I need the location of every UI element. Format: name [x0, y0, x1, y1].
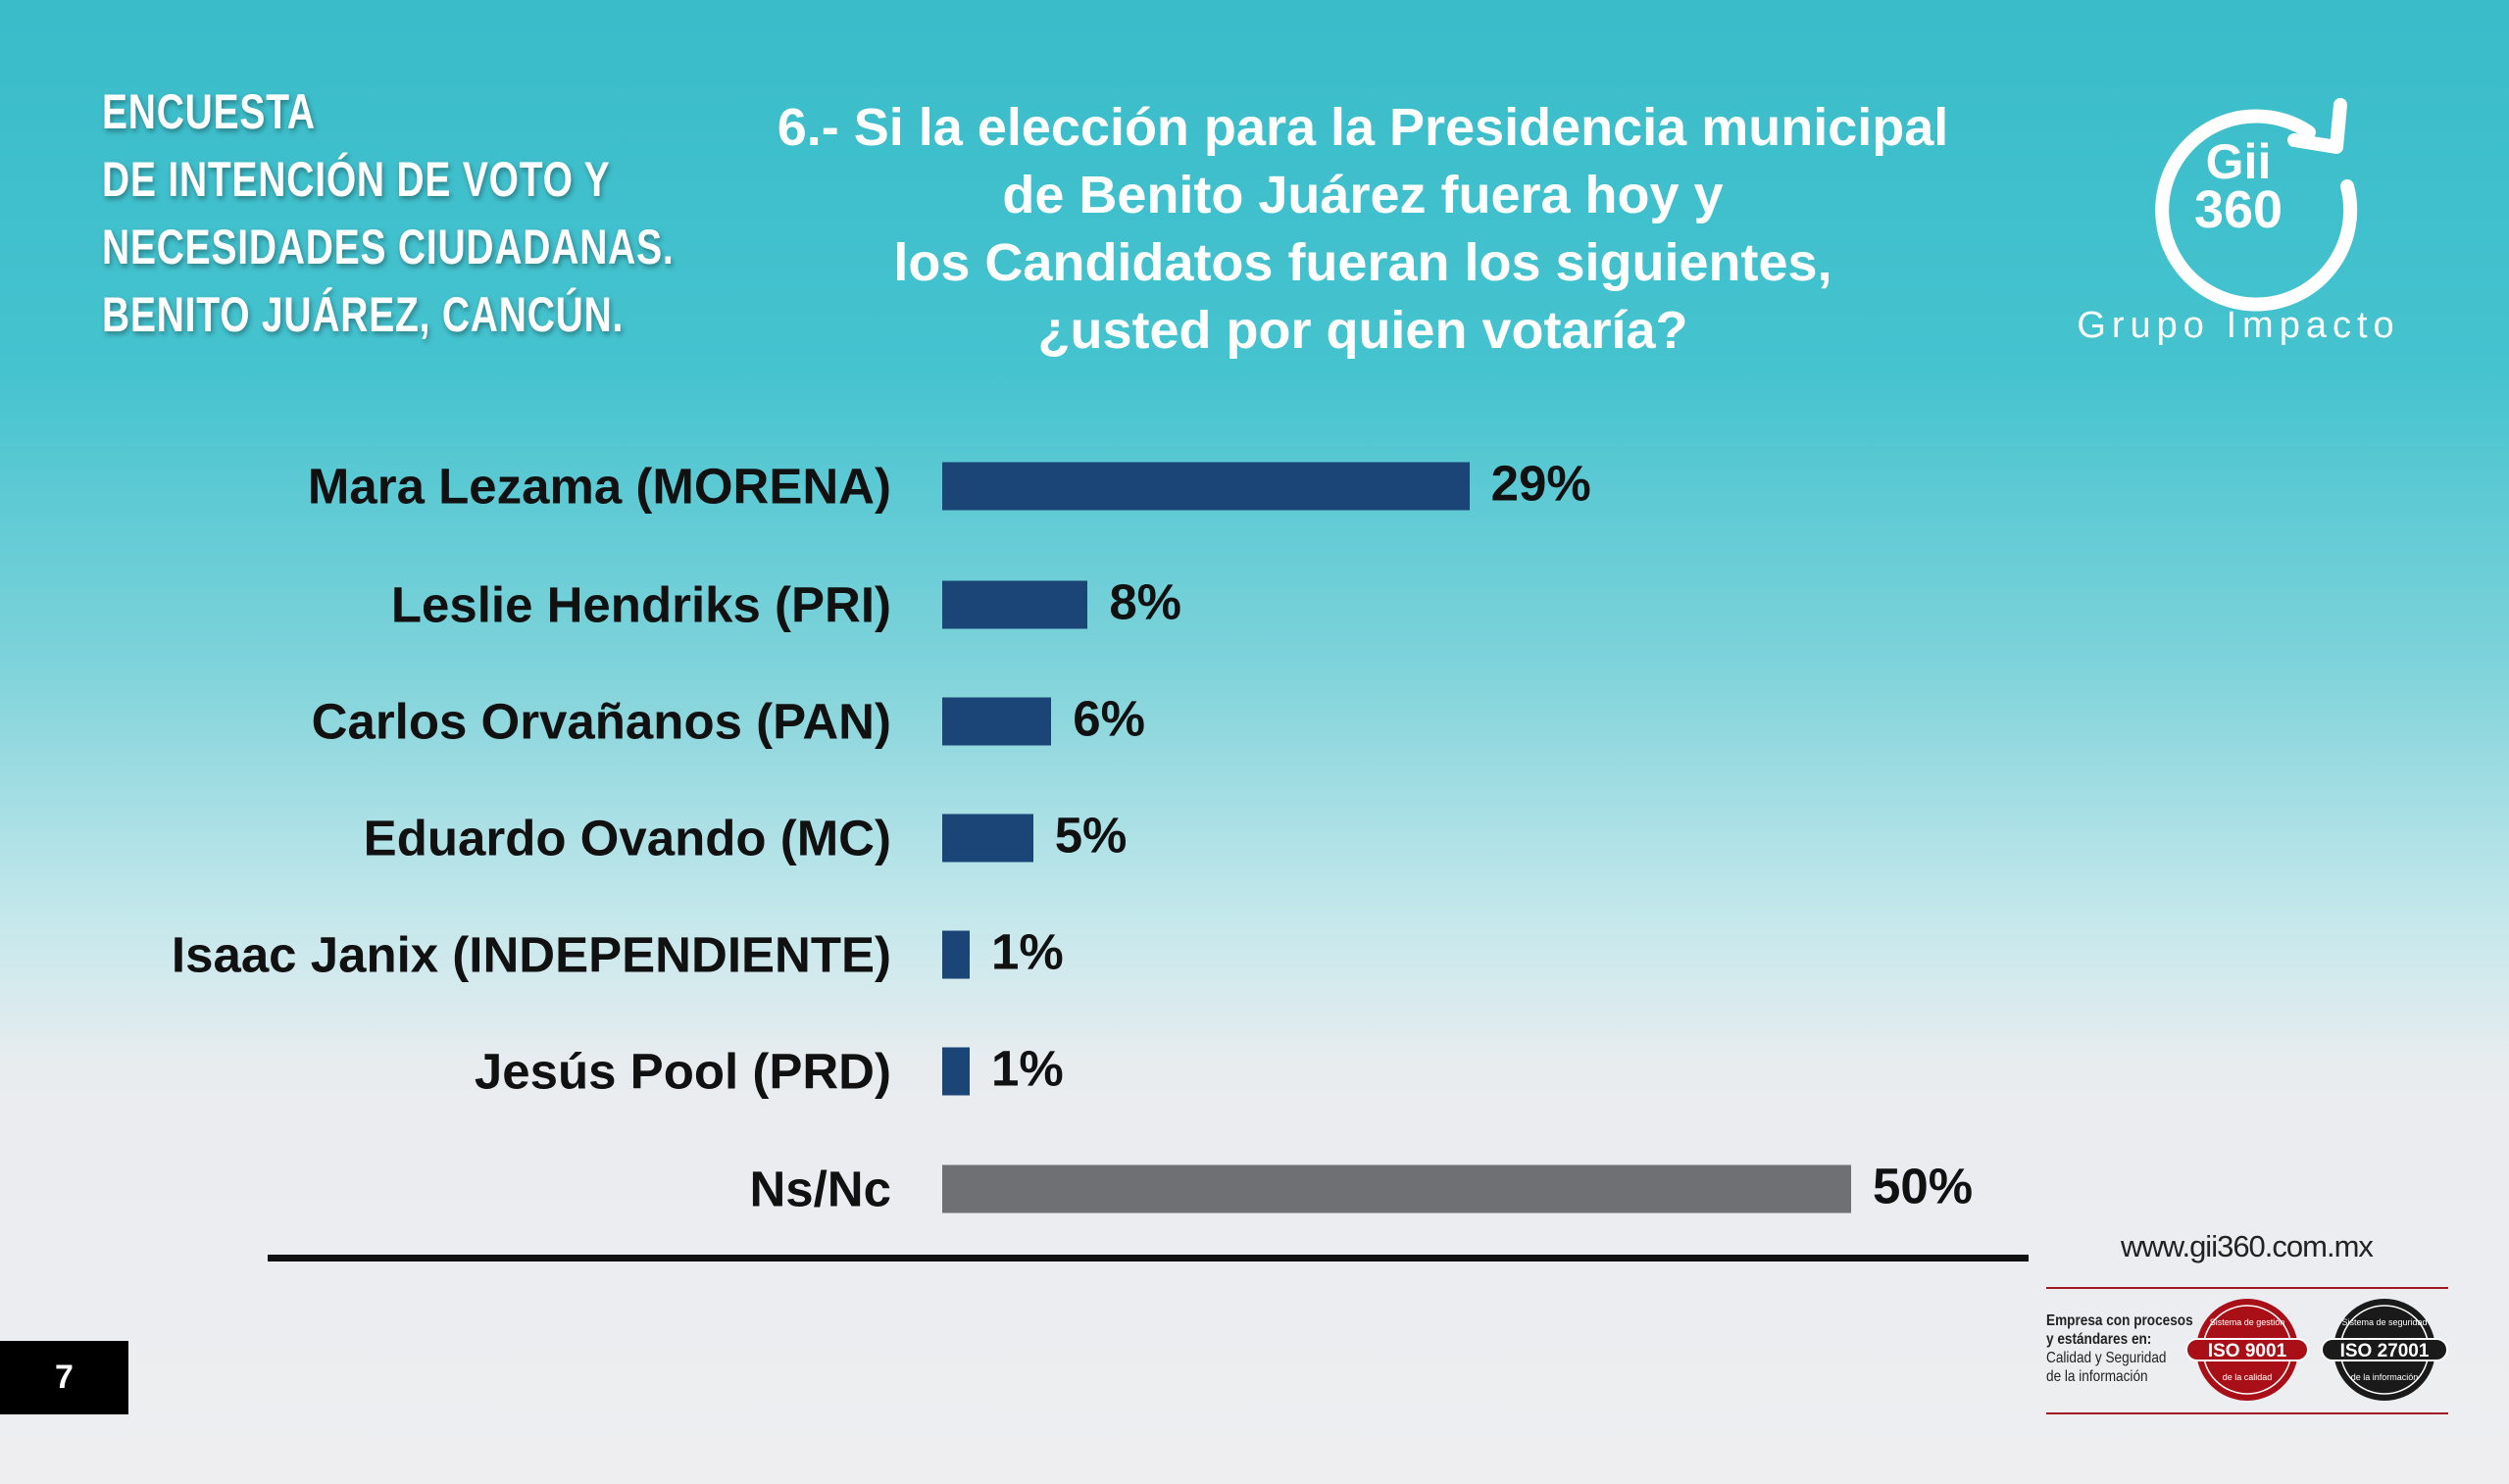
x-axis-line	[268, 1255, 2029, 1261]
header-line: BENITO JUÁREZ, CANCÚN.	[102, 287, 625, 342]
iso-9001-badge: ISO 9001 Sistema de gestión de la calida…	[2185, 1299, 2309, 1401]
value-label: 50%	[1873, 1158, 1974, 1214]
cert-line: Empresa con procesos	[2046, 1312, 2193, 1329]
bar	[942, 1164, 1851, 1213]
iso-label: ISO 9001	[2208, 1341, 2287, 1361]
title-line: ¿usted por quien votaría?	[1037, 301, 1688, 360]
iso-top: Sistema de seguridad	[2341, 1317, 2427, 1327]
bar	[942, 1047, 970, 1096]
iso-top: Sistema de gestión	[2210, 1317, 2285, 1327]
category-label: Ns/Nc	[749, 1161, 891, 1217]
bar	[942, 814, 1033, 863]
value-label: 1%	[991, 923, 1064, 980]
iso-bottom: de la información	[2351, 1372, 2419, 1382]
value-label: 8%	[1109, 573, 1182, 630]
divider	[2046, 1412, 2448, 1414]
bar	[942, 580, 1088, 629]
iso-label: ISO 27001	[2340, 1341, 2430, 1361]
logo-tagline: Grupo Impacto	[2077, 305, 2399, 346]
category-label: Carlos Orvañanos (PAN)	[311, 693, 891, 750]
bar	[942, 697, 1052, 746]
chart-title: 6.- Si la elección para la Presidencia m…	[686, 94, 2039, 365]
title-line: 6.- Si la elección para la Presidencia m…	[777, 98, 1949, 157]
header-line: NECESIDADES CIUDADANAS.	[102, 220, 675, 274]
value-label: 6%	[1073, 690, 1145, 747]
category-label: Eduardo Ovando (MC)	[363, 810, 891, 866]
category-label: Mara Lezama (MORENA)	[307, 458, 891, 515]
cert-line: de la información	[2046, 1368, 2148, 1385]
survey-header: ENCUESTA DE INTENCIÓN DE VOTO Y NECESIDA…	[102, 78, 675, 349]
category-label: Leslie Hendriks (PRI)	[390, 576, 891, 633]
header-line: ENCUESTA	[102, 84, 316, 139]
iso-bottom: de la calidad	[2223, 1372, 2273, 1382]
iso-27001-badge: ISO 27001 Sistema de seguridad de la inf…	[2321, 1299, 2448, 1401]
title-line: de Benito Juárez fuera hoy y	[1002, 166, 1724, 224]
page-number: 7	[0, 1341, 128, 1414]
bar	[942, 930, 970, 979]
divider	[2046, 1287, 2448, 1289]
cert-line: y estándares en:	[2046, 1331, 2152, 1348]
cert-line: Calidad y Seguridad	[2046, 1350, 2167, 1366]
value-label: 5%	[1054, 807, 1128, 864]
value-label: 29%	[1490, 455, 1591, 512]
value-label: 1%	[991, 1040, 1064, 1097]
refresh-arrow-icon	[2155, 109, 2358, 312]
bar	[942, 462, 1470, 511]
website-url[interactable]: www.gii360.com.mx	[2121, 1229, 2374, 1263]
gii360-logo: Gii 360 Grupo Impacto	[2077, 98, 2399, 346]
logo-360: 360	[2194, 180, 2283, 239]
header-line: DE INTENCIÓN DE VOTO Y	[102, 152, 611, 207]
category-label: Jesús Pool (PRD)	[474, 1043, 891, 1100]
logo-gii: Gii	[2206, 134, 2272, 189]
certification-text: Empresa con procesos y estándares en: Ca…	[2046, 1311, 2193, 1386]
title-line: los Candidatos fueran los siguientes,	[893, 233, 1832, 292]
category-label: Isaac Janix (INDEPENDIENTE)	[171, 926, 891, 983]
iso-badges: ISO 9001 Sistema de gestión de la calida…	[2185, 1299, 2448, 1401]
